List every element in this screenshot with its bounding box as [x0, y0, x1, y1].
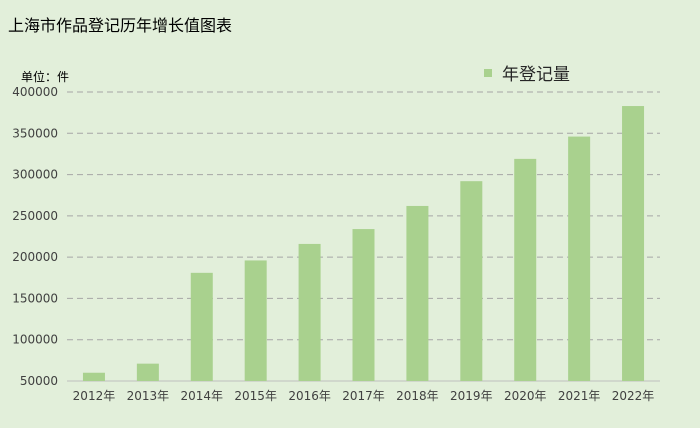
bar: [406, 205, 429, 381]
x-tick-label: 2012年: [73, 389, 116, 403]
x-tick-label: 2020年: [504, 389, 547, 403]
y-tick-label: 150000: [12, 291, 58, 305]
y-tick-label: 400000: [12, 85, 58, 99]
x-tick-label: 2015年: [234, 389, 277, 403]
y-tick-label: 100000: [12, 333, 58, 347]
x-tick-label: 2013年: [127, 389, 170, 403]
legend-swatch: [484, 68, 492, 77]
bar: [190, 272, 213, 381]
legend: 年登记量: [484, 60, 570, 85]
bar: [298, 243, 321, 381]
y-tick-label: 50000: [20, 374, 58, 388]
x-tick-label: 2017年: [342, 389, 385, 403]
bar: [244, 260, 267, 381]
bar: [514, 158, 537, 381]
chart-title: 上海市作品登记历年增长值图表: [8, 16, 233, 35]
x-tick-label: 2019年: [450, 389, 493, 403]
bar: [82, 372, 105, 381]
x-tick-label: 2016年: [288, 389, 331, 403]
y-tick-label: 350000: [12, 126, 58, 140]
x-tick-label: 2021年: [558, 389, 601, 403]
unit-label: 单位：件: [21, 70, 70, 84]
bar: [460, 181, 483, 381]
bar: [352, 229, 375, 381]
x-tick-label: 2022年: [612, 389, 655, 403]
bar: [622, 106, 645, 381]
y-tick-label: 300000: [12, 168, 58, 182]
x-tick-label: 2018年: [396, 389, 439, 403]
bar: [568, 136, 591, 381]
y-tick-label: 250000: [12, 209, 58, 223]
x-tick-label: 2014年: [180, 389, 223, 403]
bar: [136, 363, 159, 381]
y-tick-label: 200000: [12, 250, 58, 264]
legend-label: 年登记量: [502, 65, 570, 85]
